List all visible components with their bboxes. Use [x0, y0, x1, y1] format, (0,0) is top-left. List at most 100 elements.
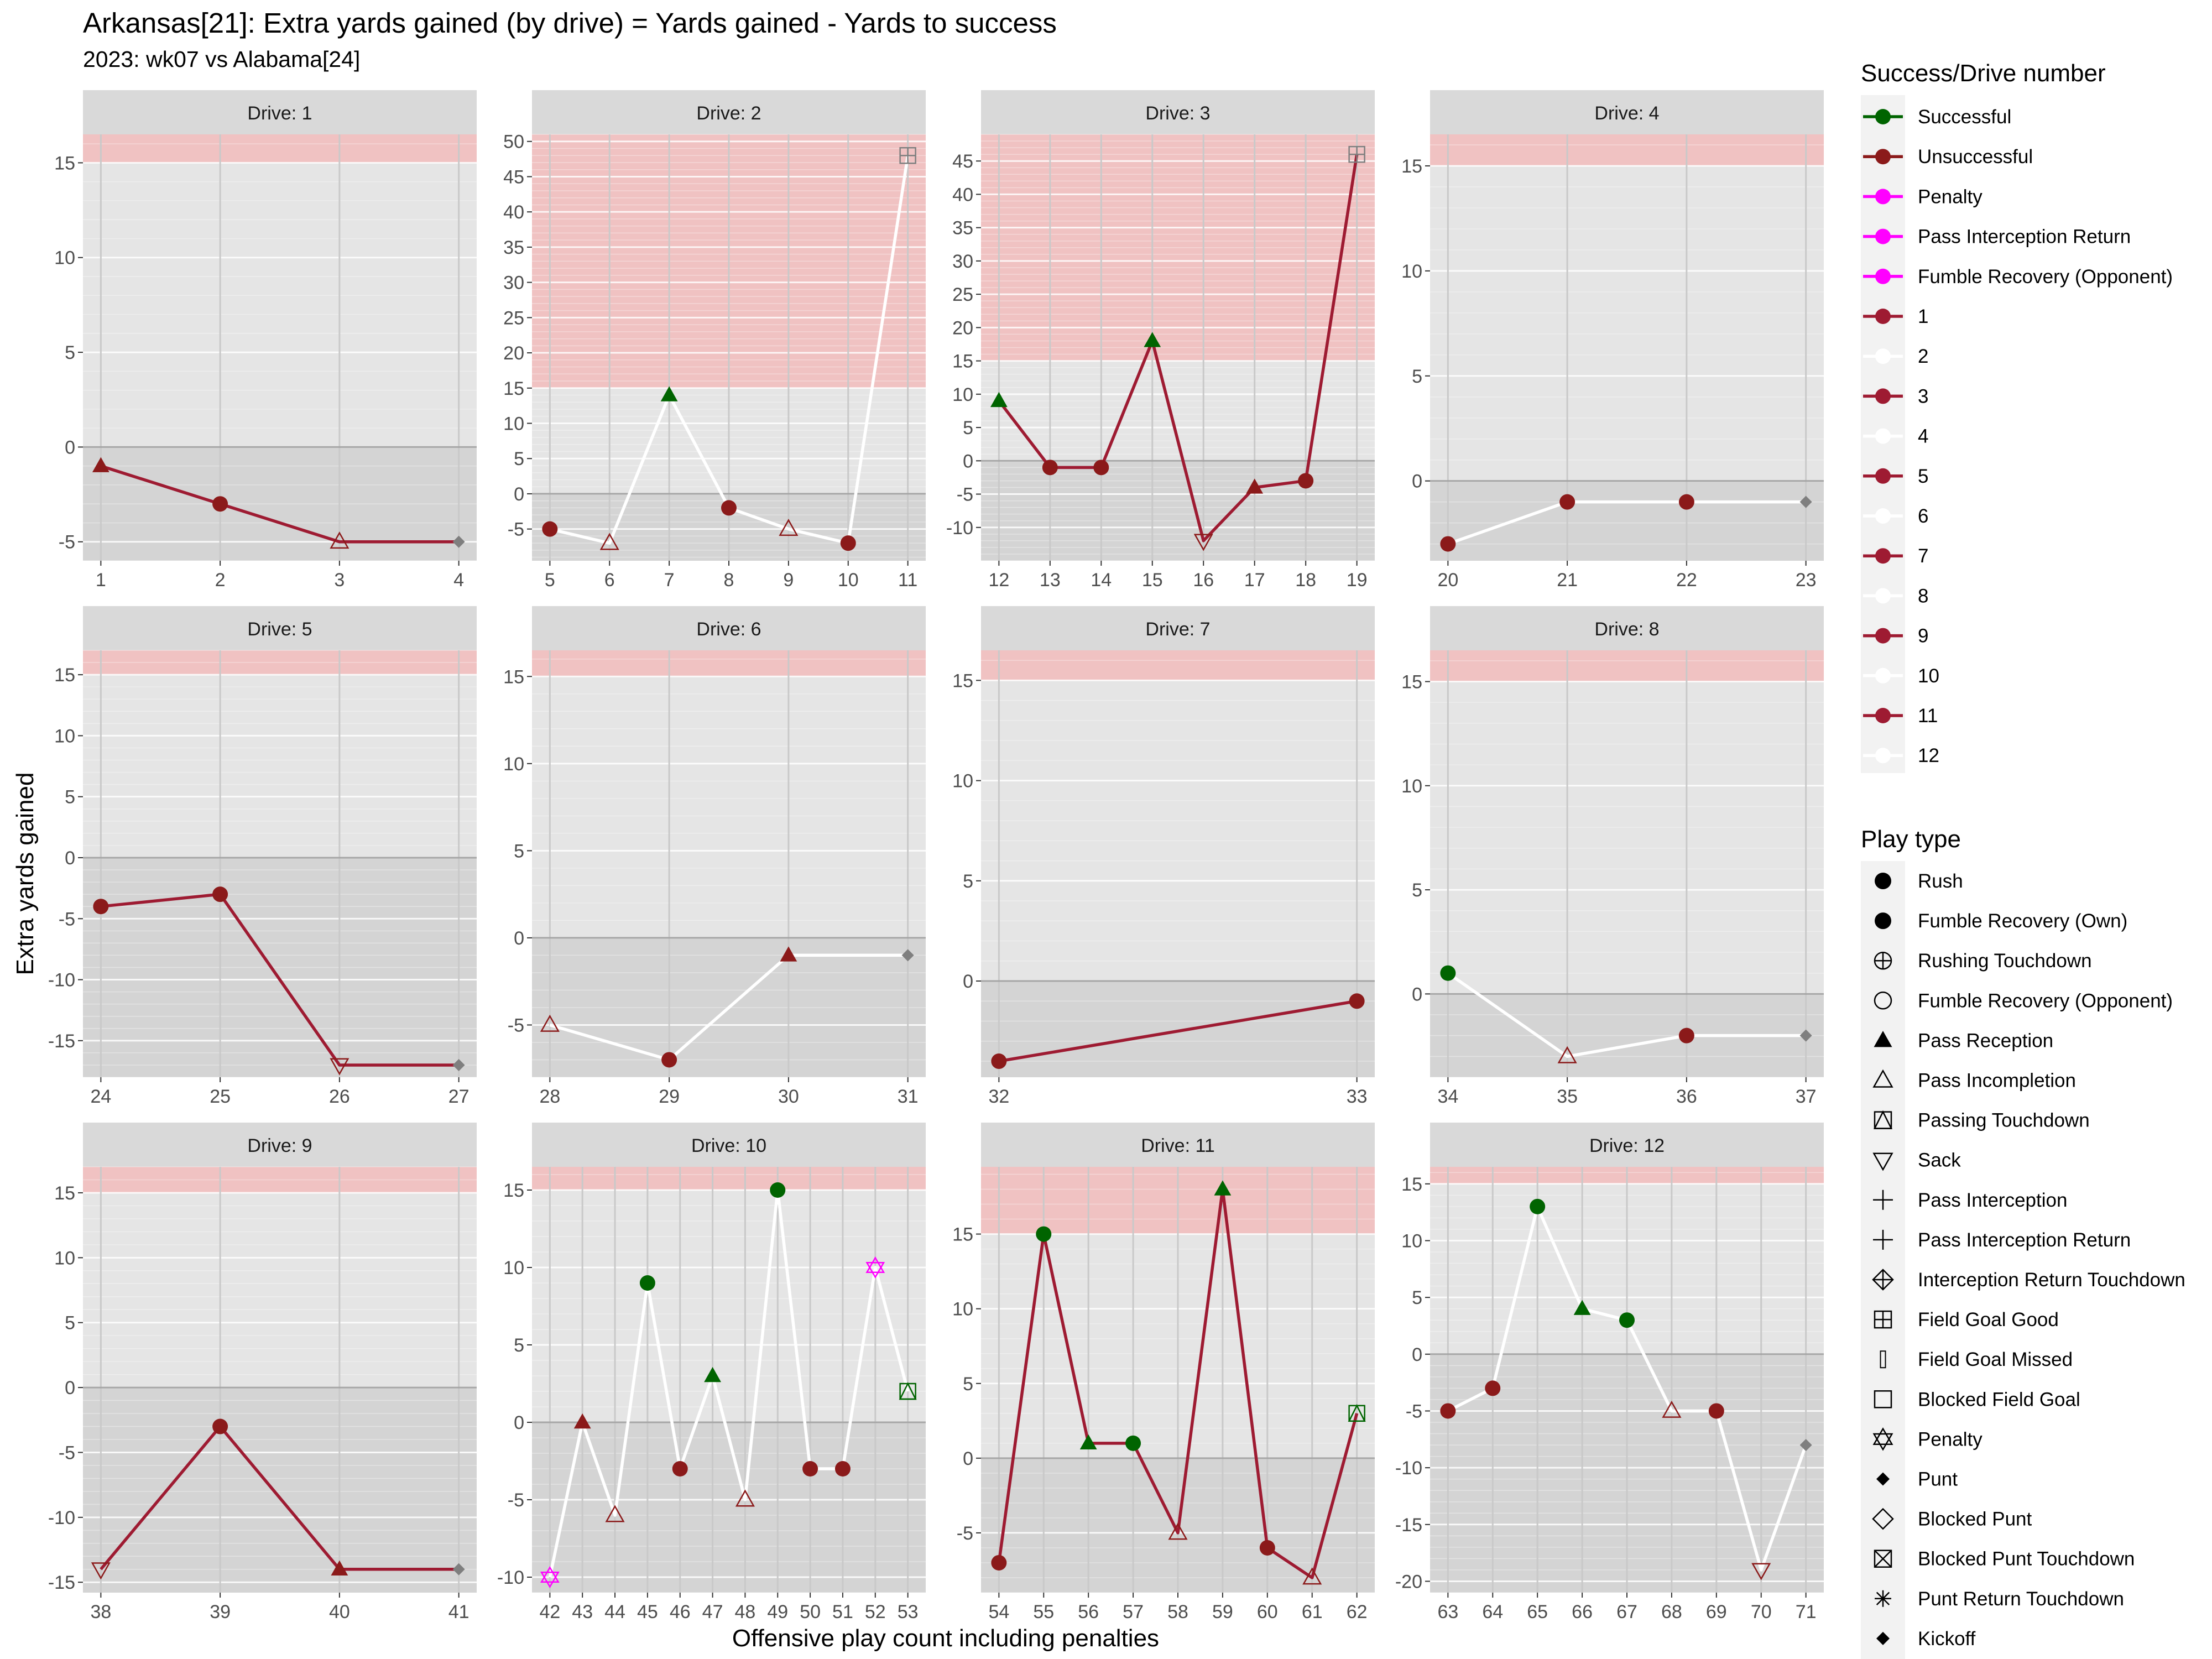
y-tick-label: -5	[508, 1015, 524, 1036]
legend-play-type-title: Play type	[1861, 826, 1961, 853]
y-tick-label: 10	[952, 771, 973, 792]
legend-success-item: 7	[1863, 545, 1928, 567]
x-axis-title: Offensive play count including penalties	[732, 1625, 1159, 1652]
facet-strip	[83, 606, 477, 650]
y-tick-label: 5	[1412, 880, 1422, 901]
legend-success-label: 7	[1918, 545, 1928, 567]
legend-play-type-label: Interception Return Touchdown	[1918, 1269, 2185, 1291]
legend-shape-swatch	[1875, 1590, 1891, 1607]
x-tick-label: 15	[1142, 570, 1163, 591]
data-point-pass-incompletion	[1662, 1400, 1682, 1418]
facet-drive-12: Drive: 12 -20 -15 -10 -5 0 5 10 15 63 64 65 66 67 68 69…	[1395, 1123, 1824, 1623]
facet-strip	[83, 90, 477, 134]
legend-play-type-label: Passing Touchdown	[1918, 1110, 2090, 1131]
y-axis-title: Extra yards gained	[12, 773, 39, 975]
y-tick-label: 15	[54, 1183, 75, 1204]
y-tick-label: 10	[54, 726, 75, 747]
data-point-rush	[672, 1461, 688, 1477]
y-tick-label: 10	[1401, 261, 1422, 282]
facet-strip-label: Drive: 6	[696, 619, 761, 640]
legend-dot-swatch	[1875, 548, 1891, 564]
x-tick-label: 13	[1040, 570, 1061, 591]
legend-play-type-label: Blocked Punt Touchdown	[1918, 1548, 2135, 1570]
data-point-pass-incompletion	[735, 1489, 755, 1507]
facet-strip-label: Drive: 5	[247, 619, 312, 640]
legend-dot-swatch	[1875, 588, 1891, 604]
y-tick-label: -10	[946, 518, 973, 539]
y-tick-label: -5	[1406, 1401, 1422, 1422]
x-tick-label: 56	[1078, 1601, 1099, 1623]
legend-success-label: 1	[1918, 306, 1928, 327]
data-point-penalty	[540, 1566, 560, 1588]
legend-shape-swatch	[1875, 873, 1891, 889]
legend-shape-swatch	[1872, 1269, 1894, 1291]
data-point-pass-reception	[990, 392, 1008, 408]
legend-shape-swatch	[1872, 1427, 1893, 1451]
x-tick-label: 52	[865, 1601, 886, 1623]
facet-strip	[1430, 90, 1824, 134]
y-tick-label: 0	[963, 971, 973, 992]
drive-line	[549, 953, 908, 1062]
legend-success-item: Fumble Recovery (Opponent)	[1863, 266, 2173, 288]
legend-shape-swatch	[1874, 951, 1892, 970]
data-point-rush	[1125, 1435, 1141, 1451]
y-tick-label: 5	[65, 787, 75, 808]
x-tick-label: 55	[1033, 1601, 1054, 1623]
y-tick-label: 10	[952, 1299, 973, 1320]
facet-drive-11: Drive: 11 -5 0 5 10 15 54 55 56 57 58 59 60 61 62	[952, 1123, 1375, 1623]
data-point-field-goal-good	[1348, 145, 1365, 163]
legend-dot-swatch	[1875, 348, 1891, 364]
data-point-pass-reception	[780, 946, 797, 962]
legend-dot-swatch	[1875, 388, 1891, 404]
legend-shape-swatch	[1875, 912, 1891, 930]
data-point-punt	[452, 535, 465, 548]
legend-shape-swatch	[1874, 1310, 1892, 1329]
x-tick-label: 61	[1302, 1601, 1323, 1623]
drive-line	[1447, 500, 1806, 546]
data-point-rush	[991, 1053, 1007, 1070]
drive-line	[997, 1187, 1359, 1579]
x-tick-label: 53	[898, 1601, 919, 1623]
facet-drive-2: Drive: 2 -5 0 5 10 15 20 25 30 35 40 45 50 5 6 7 8 9 10 11	[503, 90, 926, 591]
data-point-passing-touchdown-tri	[899, 1382, 917, 1400]
x-tick-label: 4	[453, 570, 464, 591]
legend-dot-swatch	[1875, 628, 1891, 644]
y-tick-label: 10	[503, 1258, 524, 1279]
x-tick-label: 58	[1167, 1601, 1188, 1623]
success-threshold-band	[532, 1167, 926, 1190]
legend-play-type-label: Pass Incompletion	[1918, 1070, 2076, 1092]
legend-shape-swatch	[1873, 1229, 1893, 1250]
legend-success-label: 6	[1918, 505, 1928, 527]
legend-dot-swatch	[1875, 189, 1891, 205]
legend-shape-swatch-cross	[1875, 952, 1891, 969]
data-point-rush	[721, 500, 737, 516]
legend-success-item: 8	[1863, 585, 1928, 607]
legend-play-type-label: Pass Reception	[1918, 1030, 2053, 1051]
legend-success-item: 5	[1863, 466, 1928, 487]
x-tick-label: 16	[1193, 570, 1214, 591]
legend-shape-swatch-tri	[1873, 1110, 1893, 1129]
y-tick-label: -15	[48, 1572, 75, 1593]
legend-success-label: 10	[1918, 665, 1939, 687]
y-tick-label: -5	[59, 909, 75, 930]
x-tick-label: 8	[724, 570, 734, 591]
y-tick-label: 5	[963, 871, 973, 892]
facet-strip	[981, 606, 1375, 650]
data-point-rush	[212, 1418, 228, 1434]
data-point-passing-touchdown-tri	[1348, 1404, 1366, 1422]
below-zero-region	[532, 1422, 926, 1593]
legend-play-type-item: Blocked Punt	[1872, 1507, 2032, 1530]
y-tick-label: 35	[952, 218, 973, 239]
y-tick-label: 10	[1401, 1230, 1422, 1251]
y-tick-label: 5	[1412, 1287, 1422, 1308]
legend-play-type-item: Punt Return Touchdown	[1875, 1588, 2124, 1610]
legend-play-type-item: Rush	[1875, 870, 1963, 892]
legend-dot-swatch	[1875, 708, 1891, 723]
y-tick-label: -5	[59, 1442, 75, 1463]
data-point-pass-reception	[1573, 1300, 1591, 1315]
y-tick-label: -10	[497, 1567, 524, 1588]
y-tick-label: 15	[952, 1224, 973, 1245]
data-point-rush	[1559, 494, 1575, 510]
